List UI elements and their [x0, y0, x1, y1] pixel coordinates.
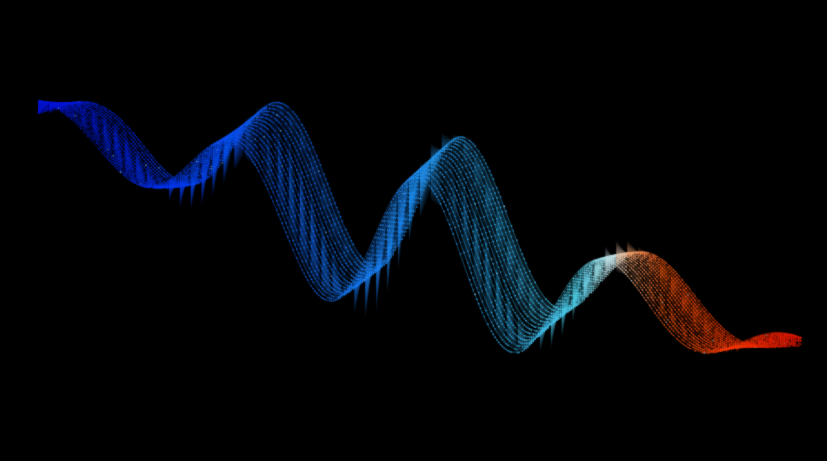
figure-container	[0, 0, 827, 461]
sine-ribbon-plot	[0, 0, 827, 461]
